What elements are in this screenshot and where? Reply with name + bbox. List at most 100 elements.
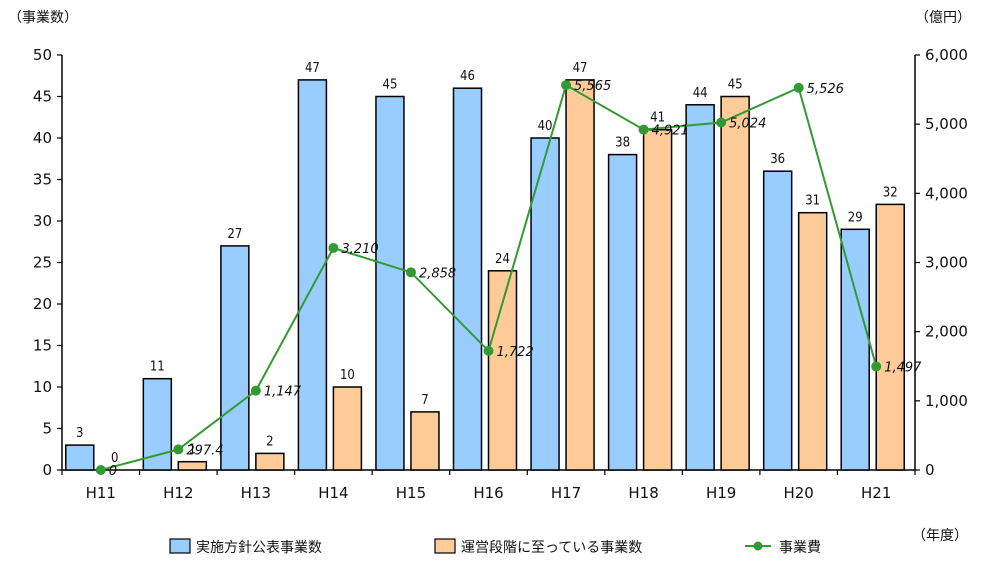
bar-value-label: 10 (340, 368, 355, 383)
line-value-label: 5,526 (807, 82, 844, 97)
left-axis-ticks: 0 5 10 15 20 25 30 35 40 45 50 (33, 46, 62, 479)
bar (762, 170, 793, 471)
line-value-label: 1,147 (264, 385, 302, 400)
line-point (716, 117, 727, 128)
left-axis-title: （事業数） (8, 10, 78, 26)
legend-label: 運営段階に至っている事業数 (461, 540, 642, 556)
x-tick-label: H12 (163, 484, 193, 502)
line-value-label: 5,565 (574, 79, 611, 94)
line-point (173, 444, 184, 455)
right-tick-label: 5,000 (925, 115, 968, 133)
bar-value-label: 31 (805, 194, 820, 209)
x-tick-label: H20 (783, 484, 813, 502)
bar (452, 87, 483, 471)
left-tick-label: 20 (33, 295, 52, 313)
bar-value-label: 46 (460, 69, 475, 84)
line-point (561, 80, 572, 91)
line-value-label: 3,210 (341, 242, 378, 257)
line-value-label: 2,858 (419, 266, 456, 281)
bar-value-label: 45 (728, 78, 743, 93)
x-tick-label: H17 (551, 484, 581, 502)
legend-label: 実施方針公表事業数 (196, 540, 322, 556)
left-tick-label: 10 (33, 378, 52, 396)
bar (797, 211, 828, 471)
left-tick-label: 30 (33, 212, 52, 230)
x-tick-label: H21 (861, 484, 891, 502)
bar-value-label: 32 (883, 185, 898, 200)
x-tick-label: H15 (396, 484, 426, 502)
x-tick-label: H13 (241, 484, 271, 502)
line-point (793, 82, 804, 93)
bar (375, 95, 405, 471)
bar-value-label: 7 (421, 393, 428, 408)
right-axis-title: （億円） (915, 10, 971, 26)
x-axis-ticks: H11 H12 H13 H14 H15 H16 H17 H18 H19 H20 H21 (61, 470, 916, 502)
line-point (328, 242, 339, 253)
bar-value-label: 24 (495, 252, 510, 267)
bar-value-label: 36 (770, 152, 785, 167)
bar (642, 128, 673, 471)
right-tick-label: 0 (925, 461, 935, 479)
bar (410, 411, 440, 471)
x-tick-label: H11 (86, 484, 116, 502)
bar (565, 79, 595, 471)
bar-value-label: 3 (76, 426, 83, 441)
bar (177, 460, 208, 471)
bar (685, 104, 715, 471)
bar (332, 386, 363, 471)
line-value-label: 0 (109, 464, 117, 479)
bar-value-label: 11 (150, 360, 165, 375)
bar (840, 228, 870, 471)
line-value-label: 4,921 (652, 124, 689, 139)
bar (530, 137, 560, 471)
bar-value-label: 38 (615, 136, 630, 151)
bar-value-label: 45 (383, 78, 398, 93)
bar (220, 245, 250, 471)
line-point (483, 345, 494, 356)
line-point (250, 385, 261, 396)
x-tick-label: H16 (473, 484, 503, 502)
line-series: 0 297.4 1,147 3,210 2,858 1,722 5,565 4,921 5,02… (95, 79, 922, 479)
right-tick-label: 3,000 (925, 254, 968, 272)
left-tick-label: 15 (33, 337, 52, 355)
bar-value-label: 27 (227, 227, 242, 242)
right-tick-label: 1,000 (925, 392, 968, 410)
bar (875, 203, 905, 471)
bar (142, 377, 173, 471)
x-axis-title: （年度） (912, 528, 968, 544)
bars: 3 11 27 47 45 46 40 38 44 36 29 0 1 2 10 7 24 47 41 45 31 32 (65, 61, 905, 471)
x-tick-label: H19 (706, 484, 736, 502)
bar-value-label: 0 (111, 451, 118, 466)
bar (65, 444, 95, 471)
left-tick-label: 0 (42, 461, 52, 479)
bar (720, 95, 750, 471)
line-point (95, 465, 106, 475)
line-value-label: 1,497 (884, 360, 922, 375)
left-tick-label: 5 (42, 420, 52, 438)
line-point (871, 361, 882, 372)
bar (607, 153, 638, 471)
legend-marker (753, 541, 763, 551)
left-tick-label: 35 (33, 171, 52, 189)
bar-value-label: 47 (573, 61, 588, 76)
line-value-label: 5,024 (729, 117, 766, 132)
legend-swatch (169, 538, 191, 554)
right-tick-label: 2,000 (925, 323, 968, 341)
bar-value-label: 1 (189, 443, 196, 458)
line-value-label: 297.4 (186, 443, 223, 458)
bar-value-label: 2 (266, 434, 273, 449)
bar (255, 452, 285, 471)
legend: 実施方針公表事業数 運営段階に至っている事業数 事業費 (169, 538, 821, 556)
bar-value-label: 44 (693, 86, 708, 101)
bar (297, 79, 328, 471)
right-axis-ticks: 0 1,000 2,000 3,000 4,000 5,000 6,000 (915, 46, 968, 479)
x-tick-label: H14 (318, 484, 348, 502)
left-tick-label: 45 (33, 88, 52, 106)
right-tick-label: 4,000 (925, 184, 968, 202)
line-point (405, 267, 416, 278)
bar-value-label: 41 (650, 111, 665, 126)
bar-value-label: 29 (848, 210, 863, 225)
left-tick-label: 50 (33, 46, 52, 64)
right-tick-label: 6,000 (925, 46, 968, 64)
